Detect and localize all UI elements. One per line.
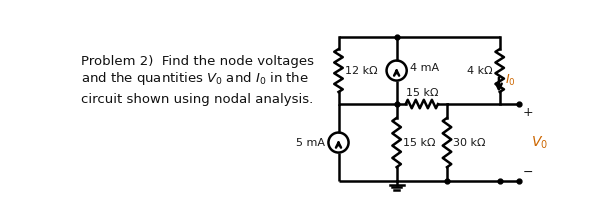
Text: $I_0$: $I_0$	[505, 73, 516, 88]
Text: 5 mA: 5 mA	[296, 138, 325, 148]
Text: and the quantities $V_0$ and $I_0$ in the: and the quantities $V_0$ and $I_0$ in th…	[81, 70, 309, 87]
Text: circuit shown using nodal analysis.: circuit shown using nodal analysis.	[81, 93, 313, 106]
Text: 15 kΩ: 15 kΩ	[403, 138, 436, 148]
Text: +: +	[523, 106, 533, 119]
Text: Problem 2)  Find the node voltages: Problem 2) Find the node voltages	[81, 55, 314, 68]
Text: 12 kΩ: 12 kΩ	[344, 65, 377, 76]
Text: 30 kΩ: 30 kΩ	[453, 138, 486, 148]
Text: $V_0$: $V_0$	[532, 134, 548, 151]
Text: 4 kΩ: 4 kΩ	[467, 65, 493, 76]
Text: 4 mA: 4 mA	[410, 63, 439, 72]
Text: 15 kΩ: 15 kΩ	[406, 88, 438, 98]
Text: −: −	[523, 166, 533, 179]
